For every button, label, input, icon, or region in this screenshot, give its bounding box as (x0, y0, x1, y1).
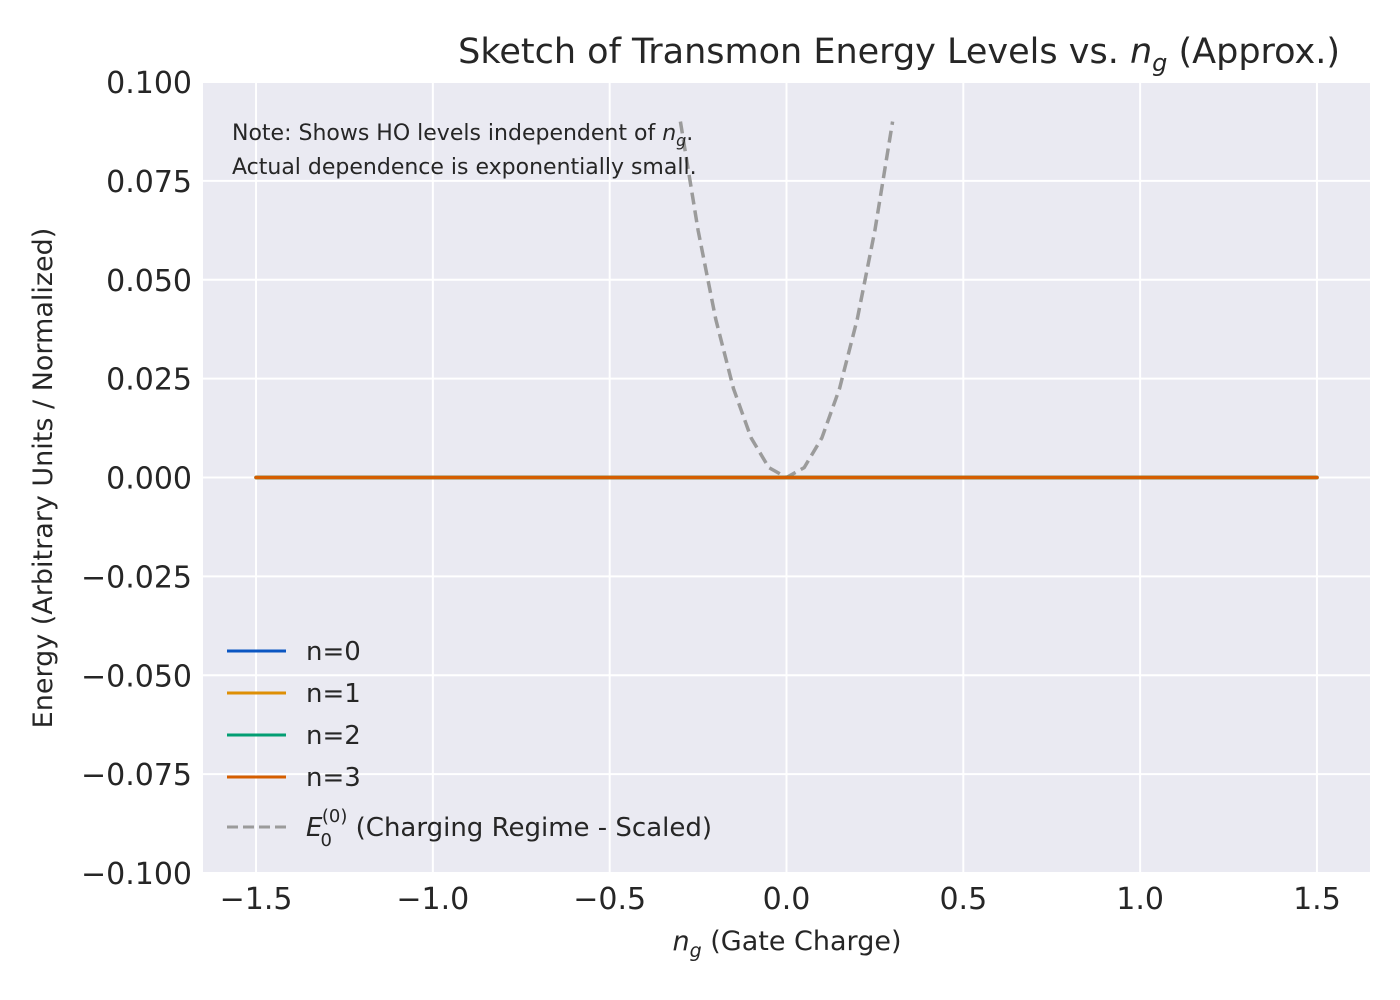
legend-label-e0: E0(0) (Charging Regime - Scaled) (306, 806, 712, 851)
x-tick-label: −1.0 (396, 882, 469, 917)
y-tick-label: 0.050 (106, 264, 192, 299)
y-tick-labels: 0.100 0.075 0.050 0.025 0.000 −0.025 −0.050 −0.… (81, 66, 192, 892)
y-tick-label: 0.000 (106, 462, 192, 497)
y-tick-label: −0.050 (81, 659, 192, 694)
chart-title: Sketch of Transmon Energy Levels vs. ng … (458, 32, 1340, 77)
x-tick-label: −0.5 (573, 882, 646, 917)
y-tick-label: 0.025 (106, 363, 192, 398)
x-tick-label: 0.5 (939, 882, 987, 917)
y-axis-label: Energy (Arbitrary Units / Normalized) (28, 228, 59, 729)
series-layer (254, 121, 1319, 480)
x-tick-label: 1.5 (1293, 882, 1341, 917)
legend-label-n2: n=2 (306, 721, 361, 751)
x-tick-label: 1.0 (1116, 882, 1164, 917)
y-tick-label: −0.025 (81, 560, 192, 595)
note-line-2: Actual dependence is exponentially small… (232, 155, 697, 180)
y-tick-label: 0.100 (106, 66, 192, 101)
note-line-1: Note: Shows HO levels independent of ng. (232, 121, 693, 150)
x-axis-label: ng (Gate Charge) (673, 926, 902, 962)
legend-label-n1: n=1 (306, 679, 361, 709)
legend-label-n0: n=0 (306, 637, 361, 667)
legend-label-n3: n=3 (306, 763, 361, 793)
x-tick-labels: −1.5 −1.0 −0.5 0.0 0.5 1.0 1.5 (220, 882, 1341, 917)
legend: n=0 n=1 n=2 n=3 E0(0) (Charging Regime -… (227, 637, 712, 851)
x-tick-label: −1.5 (220, 882, 293, 917)
y-tick-label: −0.100 (81, 857, 192, 892)
x-tick-label: 0.0 (763, 882, 811, 917)
y-tick-label: −0.075 (81, 758, 192, 793)
grid (203, 81, 1370, 874)
y-tick-label: 0.075 (106, 165, 192, 200)
